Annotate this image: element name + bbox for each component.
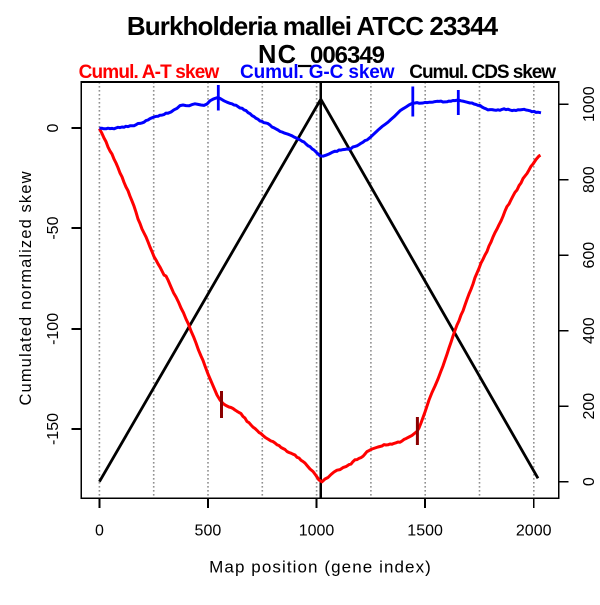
svg-text:1000: 1000: [581, 86, 598, 122]
svg-text:Cumul. CDS skew: Cumul. CDS skew: [409, 62, 556, 83]
svg-text:800: 800: [581, 166, 598, 193]
svg-text:006349: 006349: [310, 42, 385, 69]
svg-text:-50: -50: [45, 216, 62, 239]
svg-text:0: 0: [95, 522, 104, 539]
svg-text:NC: NC: [258, 41, 296, 69]
svg-text:2000: 2000: [516, 522, 552, 539]
svg-text:Map position (gene index): Map position (gene index): [209, 557, 431, 576]
svg-text:0: 0: [581, 477, 598, 486]
svg-text:1500: 1500: [407, 522, 443, 539]
svg-text:500: 500: [195, 522, 222, 539]
svg-text:0: 0: [45, 123, 62, 132]
svg-text:200: 200: [581, 393, 598, 420]
svg-text:Burkholderia mallei ATCC 23344: Burkholderia mallei ATCC 23344: [127, 11, 499, 41]
svg-text:-150: -150: [45, 413, 62, 445]
svg-text:600: 600: [581, 242, 598, 269]
svg-text:400: 400: [581, 317, 598, 344]
svg-text:Cumul. A-T skew: Cumul. A-T skew: [79, 62, 220, 83]
svg-text:Cumulated normalized skew: Cumulated normalized skew: [17, 171, 35, 405]
svg-text:1000: 1000: [299, 522, 335, 539]
svg-text:-100: -100: [45, 313, 62, 345]
svg-text:Cumul. G-C skew: Cumul. G-C skew: [240, 62, 395, 83]
